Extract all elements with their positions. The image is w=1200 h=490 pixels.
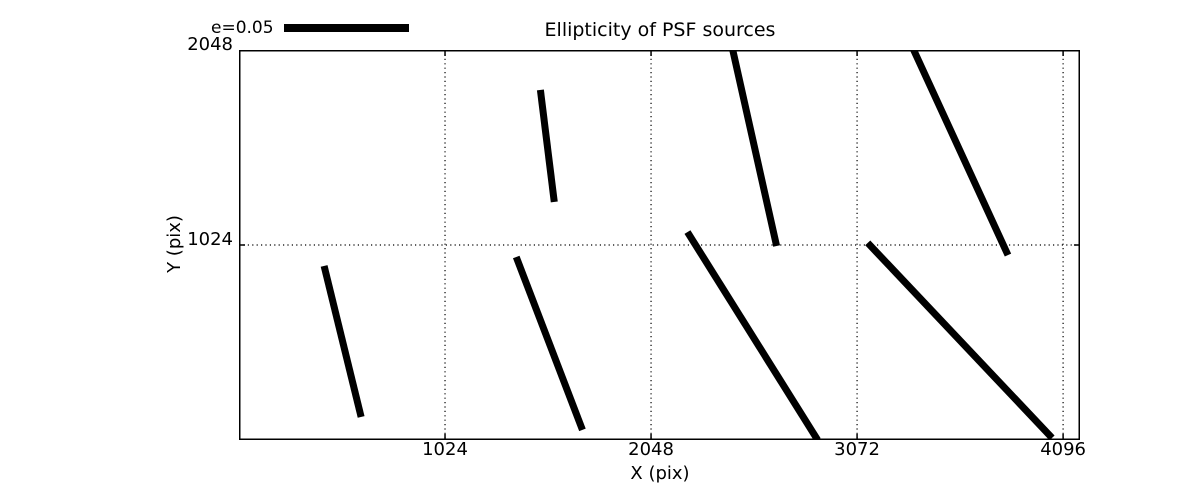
whisker-segment [320, 265, 365, 418]
whisker-segment [536, 89, 558, 203]
x-tick-label: 4096 [1040, 439, 1086, 460]
legend: e=0.05 [211, 19, 409, 37]
whisker-segment [865, 240, 1055, 440]
plot-area [239, 50, 1080, 440]
whisker-segment [684, 230, 821, 440]
x-tick-label: 2048 [628, 439, 674, 460]
whisker-segment [729, 50, 781, 247]
whisker-segment [512, 255, 586, 432]
y-tick-label: 2048 [187, 34, 233, 55]
x-axis-label: X (pix) [630, 463, 690, 484]
axes-frame [239, 50, 1080, 440]
chart-title: Ellipticity of PSF sources [544, 19, 776, 41]
x-tick-label: 1024 [422, 439, 468, 460]
legend-scale-label: e=0.05 [211, 18, 274, 38]
x-tick-label: 3072 [834, 439, 880, 460]
y-tick-label: 1024 [187, 229, 233, 250]
legend-scale-bar-icon [283, 24, 409, 32]
whisker-segment [909, 50, 1012, 257]
plot-canvas [239, 50, 1080, 440]
